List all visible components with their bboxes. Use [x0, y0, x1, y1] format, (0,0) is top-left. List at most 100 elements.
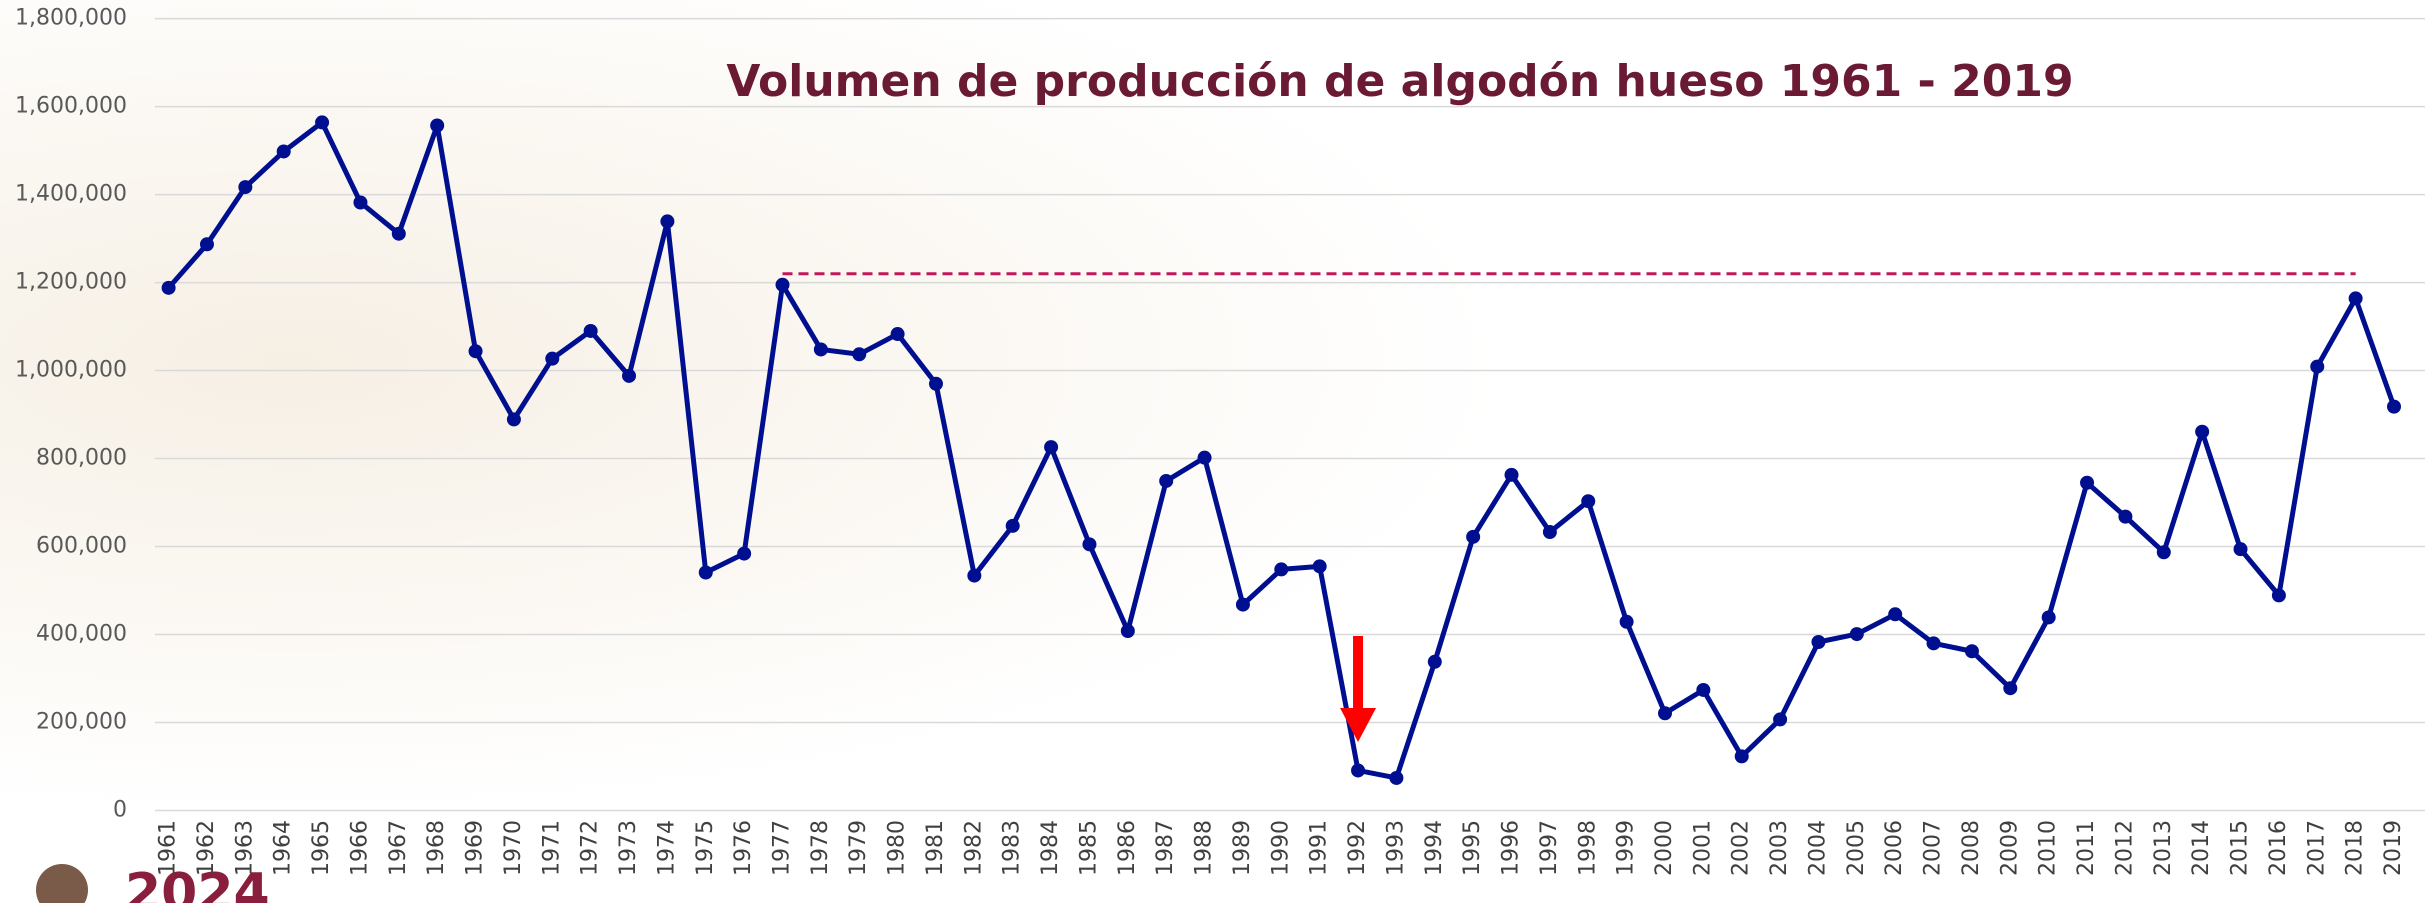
- x-tick-label: 1989: [1230, 820, 1255, 876]
- x-tick-label: 1983: [1000, 820, 1025, 876]
- data-point: [1044, 440, 1059, 455]
- arrow-shaft: [1353, 636, 1364, 711]
- x-tick-label: 2008: [1959, 820, 1984, 876]
- x-tick-label: 1968: [424, 820, 449, 876]
- x-tick-label: 2013: [2151, 820, 2176, 876]
- data-point: [1427, 654, 1442, 669]
- data-point: [161, 280, 176, 295]
- x-tick-label: 1990: [1268, 820, 1293, 876]
- data-point: [353, 195, 368, 210]
- arrow-head: [1340, 708, 1377, 742]
- data-point: [2387, 399, 2401, 414]
- y-tick-label: 1,000,000: [15, 358, 127, 383]
- data-point: [1734, 749, 1749, 764]
- x-tick-label: 2012: [2112, 820, 2137, 876]
- x-tick-label: 1984: [1038, 820, 1063, 876]
- x-tick-label: 2011: [2074, 820, 2099, 876]
- data-point: [813, 342, 828, 357]
- x-tick-label: 1967: [386, 820, 411, 876]
- data-point: [928, 376, 943, 391]
- data-point: [506, 412, 521, 427]
- x-tick-label: 1977: [770, 820, 795, 876]
- x-tick-label: 2019: [2381, 820, 2406, 876]
- x-tick-label: 1980: [885, 820, 910, 876]
- arrow-annotation: [1340, 636, 1377, 742]
- data-point: [2041, 610, 2056, 625]
- y-tick-label: 400,000: [36, 622, 127, 647]
- data-point: [238, 180, 253, 195]
- data-point: [1619, 614, 1634, 629]
- y-tick-label: 1,200,000: [15, 270, 127, 295]
- data-point: [2156, 545, 2171, 560]
- x-tick-label: 2003: [1767, 820, 1792, 876]
- data-point: [1159, 473, 1174, 488]
- logo-portrait: [36, 864, 88, 903]
- x-tick-label: 2014: [2189, 820, 2214, 876]
- data-point: [852, 347, 867, 362]
- x-tick-label: 1963: [232, 820, 257, 876]
- x-tick-label: 1964: [271, 820, 296, 876]
- data-point: [2118, 509, 2133, 524]
- data-point: [276, 144, 291, 159]
- x-tick-label: 1999: [1614, 820, 1639, 876]
- x-tick-label: 1994: [1422, 820, 1447, 876]
- data-point: [1542, 525, 1557, 540]
- x-tick-label: 1981: [923, 820, 948, 876]
- y-tick-label: 600,000: [36, 534, 127, 559]
- x-tick-label: 1991: [1307, 820, 1332, 876]
- x-tick-label: 1965: [309, 820, 334, 876]
- x-tick-label: 2004: [1805, 820, 1830, 876]
- x-tick-label: 1972: [578, 820, 603, 876]
- data-point: [2310, 359, 2325, 374]
- data-point: [622, 368, 637, 383]
- data-point: [2080, 475, 2095, 490]
- x-tick-label: 1978: [808, 820, 833, 876]
- y-tick-label: 800,000: [36, 446, 127, 471]
- data-point: [199, 237, 214, 252]
- x-tick-label: 1973: [616, 820, 641, 876]
- data-point: [2003, 681, 2018, 696]
- x-tick-label: 2002: [1729, 820, 1754, 876]
- data-point: [1504, 467, 1519, 482]
- x-tick-label: 1993: [1383, 820, 1408, 876]
- data-point: [737, 546, 752, 561]
- y-tick-label: 1,800,000: [15, 6, 127, 31]
- data-point: [1005, 518, 1020, 533]
- x-tick-label: 1992: [1345, 820, 1370, 876]
- data-point: [1849, 627, 1864, 642]
- data-point: [660, 214, 675, 229]
- data-point: [468, 344, 483, 359]
- x-tick-label: 1975: [693, 820, 718, 876]
- x-tick-label: 1995: [1460, 820, 1485, 876]
- x-tick-label: 2009: [1997, 820, 2022, 876]
- x-tick-label: 1996: [1499, 820, 1524, 876]
- x-tick-label: 1974: [654, 820, 679, 876]
- x-tick-label: 2016: [2266, 820, 2291, 876]
- data-point: [1811, 635, 1826, 650]
- chart-title: Volumen de producción de algodón hueso 1…: [726, 56, 2073, 107]
- data-point: [1389, 770, 1404, 785]
- x-tick-label: 2007: [1921, 820, 1946, 876]
- x-tick-label: 1988: [1192, 820, 1217, 876]
- data-point: [391, 226, 406, 241]
- x-tick-label: 1997: [1537, 820, 1562, 876]
- x-tick-label: 1979: [846, 820, 871, 876]
- data-point: [1581, 494, 1596, 509]
- data-point: [2233, 542, 2248, 557]
- data-point: [1657, 706, 1672, 721]
- data-point: [1312, 559, 1327, 574]
- logo-text: 2024: [125, 863, 270, 903]
- data-point: [1274, 562, 1289, 577]
- data-point: [2195, 424, 2210, 439]
- data-point: [1773, 712, 1788, 727]
- data-point: [1197, 450, 1212, 465]
- x-tick-label: 2015: [2228, 820, 2253, 876]
- x-tick-label: 1969: [463, 820, 488, 876]
- x-tick-label: 1966: [347, 820, 372, 876]
- x-tick-label: 1986: [1115, 820, 1140, 876]
- x-tick-label: 2005: [1844, 820, 1869, 876]
- data-point: [967, 568, 982, 583]
- data-point: [775, 277, 790, 292]
